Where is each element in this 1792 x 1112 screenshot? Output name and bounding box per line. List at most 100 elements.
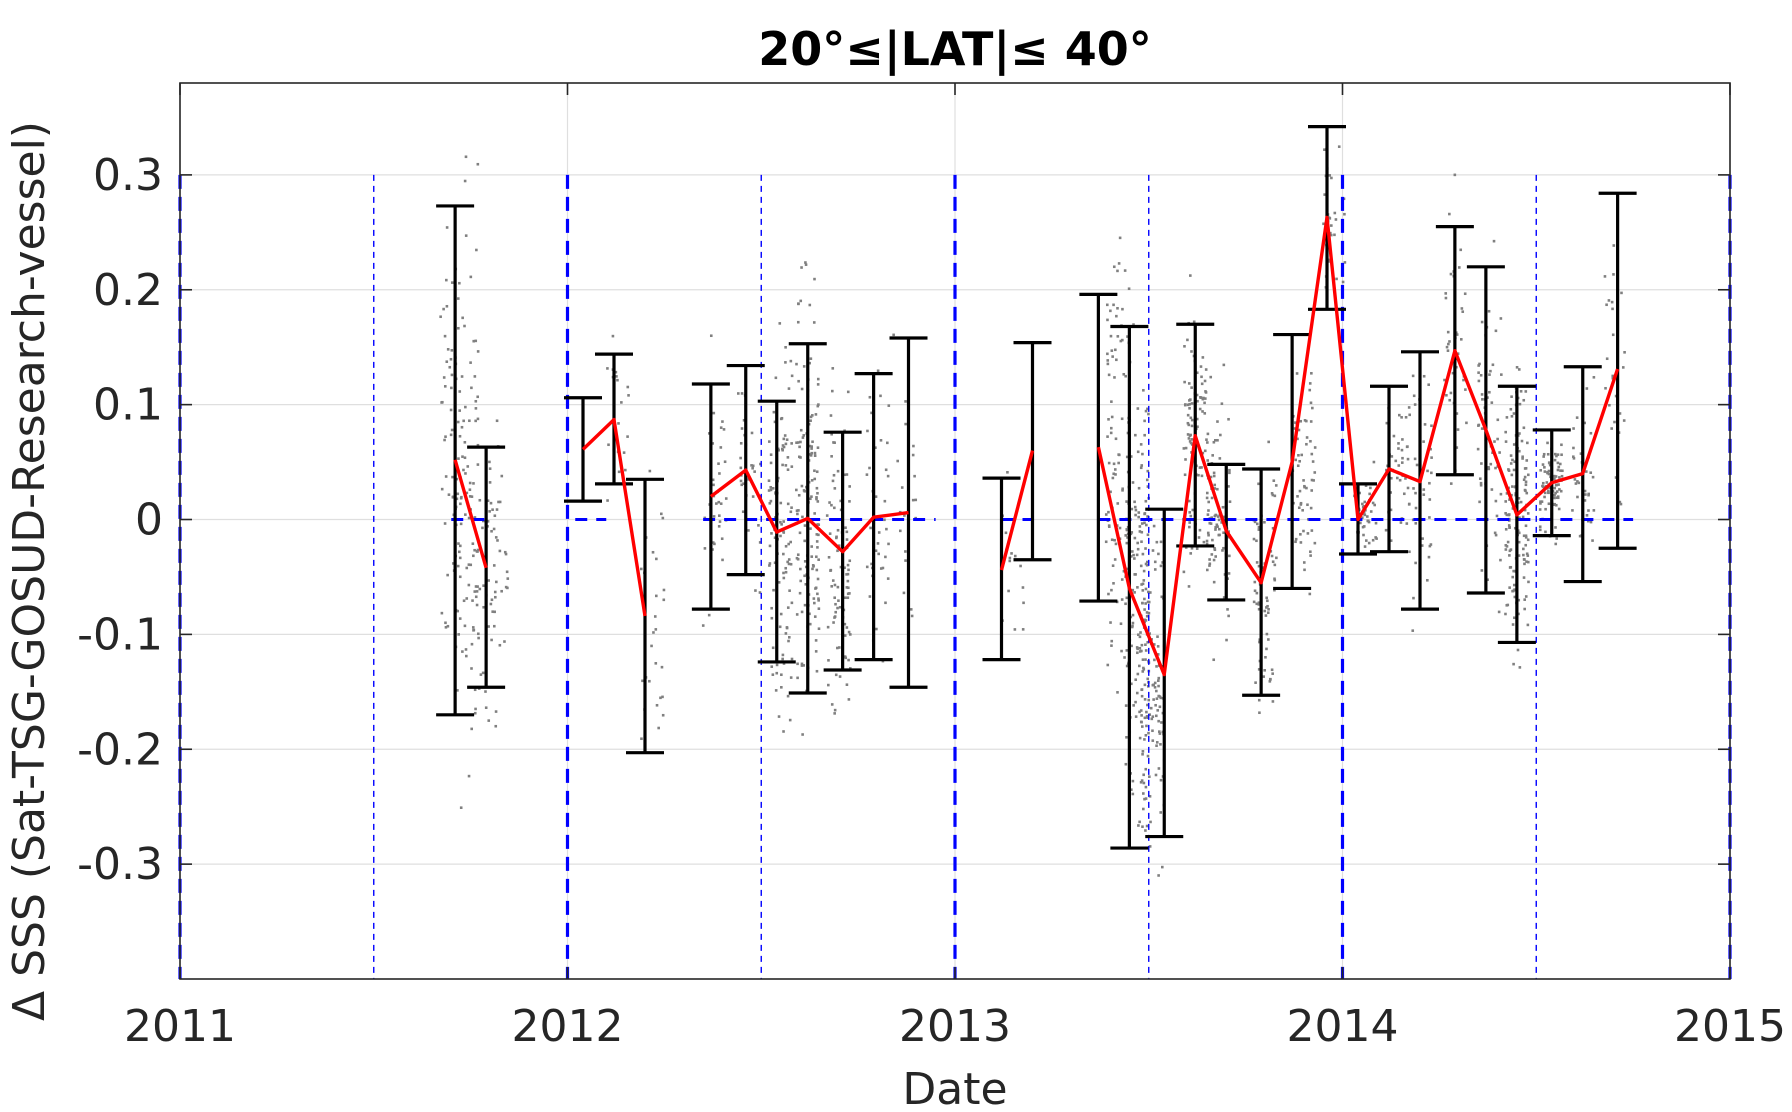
data-point bbox=[1295, 372, 1299, 375]
data-point bbox=[1513, 616, 1516, 620]
data-point bbox=[1144, 649, 1148, 652]
data-point bbox=[817, 403, 820, 406]
data-point bbox=[1141, 825, 1144, 828]
data-point bbox=[1257, 603, 1261, 606]
data-point bbox=[1021, 628, 1025, 631]
data-point bbox=[803, 560, 807, 563]
data-point bbox=[1487, 467, 1491, 471]
data-point bbox=[444, 625, 448, 629]
data-point bbox=[1299, 501, 1303, 505]
data-point bbox=[1400, 448, 1404, 452]
data-point bbox=[885, 527, 888, 531]
data-point bbox=[751, 464, 755, 468]
data-point bbox=[780, 523, 783, 526]
data-point bbox=[606, 367, 609, 370]
data-point bbox=[813, 512, 816, 515]
data-point bbox=[1517, 612, 1520, 616]
data-point bbox=[1480, 427, 1484, 430]
data-point bbox=[1310, 529, 1314, 532]
data-point bbox=[786, 694, 790, 698]
data-point bbox=[775, 671, 779, 675]
data-point bbox=[1604, 386, 1607, 390]
data-point bbox=[1214, 555, 1217, 558]
data-point bbox=[456, 297, 460, 300]
data-point bbox=[1512, 583, 1516, 587]
data-point bbox=[1266, 611, 1270, 615]
data-point bbox=[715, 502, 718, 505]
data-point bbox=[1488, 390, 1491, 394]
data-point bbox=[846, 579, 850, 583]
data-point bbox=[801, 515, 804, 519]
data-point bbox=[1266, 599, 1269, 603]
data-point bbox=[1115, 358, 1118, 362]
data-point bbox=[1227, 572, 1231, 575]
data-point bbox=[1113, 558, 1117, 561]
data-point bbox=[778, 322, 782, 325]
data-point bbox=[1143, 608, 1146, 611]
data-point bbox=[1205, 438, 1208, 441]
data-point bbox=[1189, 441, 1193, 445]
data-point bbox=[1411, 629, 1415, 632]
data-point bbox=[1493, 531, 1497, 535]
data-point bbox=[750, 464, 753, 467]
data-point bbox=[1147, 412, 1150, 416]
data-point bbox=[660, 665, 664, 669]
data-point bbox=[754, 589, 757, 592]
data-point bbox=[717, 500, 721, 504]
data-point bbox=[1554, 542, 1558, 546]
data-point bbox=[1548, 486, 1551, 490]
data-point bbox=[1358, 491, 1361, 495]
data-point bbox=[1106, 318, 1109, 322]
data-point bbox=[834, 610, 838, 614]
data-point bbox=[1398, 413, 1401, 417]
data-point bbox=[1155, 540, 1159, 544]
data-point bbox=[1271, 526, 1275, 530]
data-point bbox=[712, 483, 715, 487]
data-point bbox=[809, 527, 812, 530]
data-point bbox=[1333, 211, 1337, 215]
data-point bbox=[1146, 469, 1150, 473]
data-point bbox=[1620, 291, 1623, 295]
data-point bbox=[1343, 261, 1347, 264]
data-point bbox=[1464, 388, 1467, 391]
data-point bbox=[1136, 450, 1140, 454]
data-point bbox=[458, 434, 462, 438]
data-point bbox=[465, 566, 469, 570]
data-point bbox=[440, 487, 444, 491]
data-point bbox=[1131, 613, 1135, 617]
data-point bbox=[1137, 511, 1141, 514]
data-point bbox=[1146, 754, 1150, 758]
data-point bbox=[1589, 471, 1593, 474]
data-point bbox=[1216, 438, 1219, 442]
data-point bbox=[1156, 635, 1159, 638]
data-point bbox=[1621, 366, 1625, 369]
data-point bbox=[496, 539, 499, 542]
data-point bbox=[1188, 402, 1191, 406]
mean-line-segment bbox=[453, 459, 488, 569]
data-point bbox=[1210, 516, 1214, 519]
data-point bbox=[1584, 470, 1588, 473]
data-point bbox=[1494, 499, 1498, 503]
data-point bbox=[1572, 457, 1576, 460]
data-point bbox=[1511, 485, 1514, 488]
data-point bbox=[781, 463, 784, 467]
data-point bbox=[815, 497, 818, 501]
data-point bbox=[1190, 418, 1194, 422]
data-point bbox=[1156, 653, 1160, 656]
data-point bbox=[1605, 303, 1608, 307]
data-point bbox=[1611, 307, 1614, 311]
data-point bbox=[1294, 540, 1297, 544]
data-point bbox=[1147, 600, 1151, 604]
data-point bbox=[874, 446, 877, 449]
data-point bbox=[458, 575, 462, 579]
data-point bbox=[784, 442, 788, 446]
data-point bbox=[1204, 397, 1207, 400]
data-point bbox=[1148, 632, 1151, 635]
data-point bbox=[1186, 413, 1190, 417]
data-point bbox=[1500, 373, 1503, 376]
data-point bbox=[768, 502, 772, 505]
data-point bbox=[1493, 440, 1496, 443]
data-point bbox=[1522, 534, 1526, 538]
data-point bbox=[1111, 355, 1114, 358]
data-point bbox=[825, 514, 829, 517]
